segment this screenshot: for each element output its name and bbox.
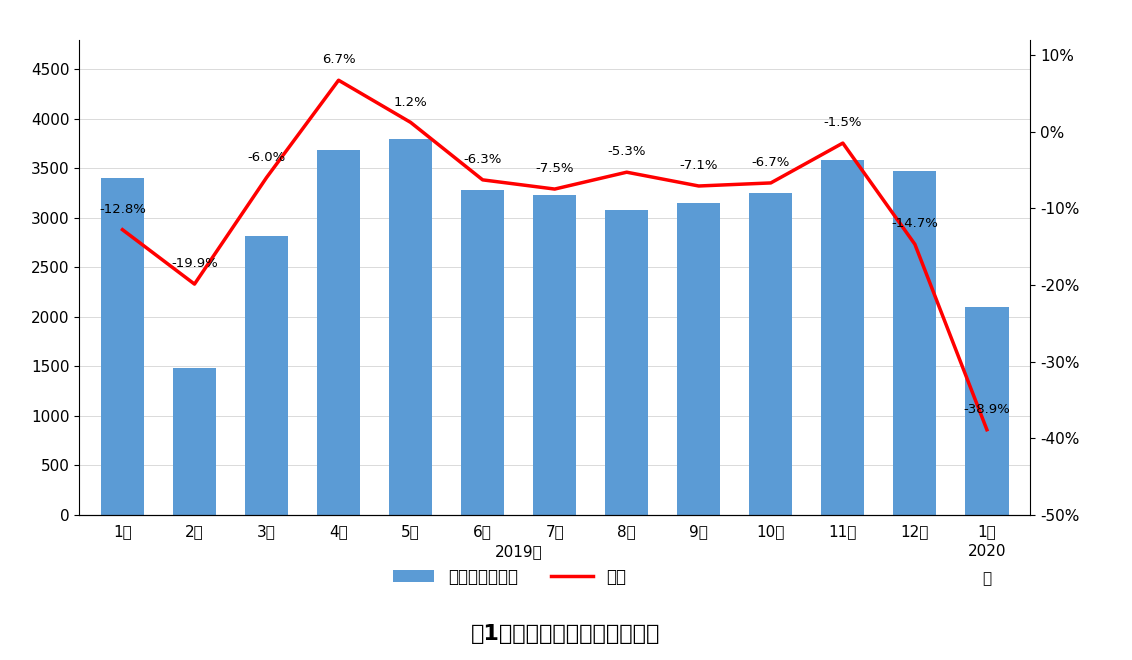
Bar [677,203,720,515]
Text: 图1：国内手机市场出货量情况: 图1：国内手机市场出货量情况 [471,624,661,644]
Bar [966,307,1009,515]
Text: -6.3%: -6.3% [463,153,501,166]
Text: 1.2%: 1.2% [394,96,428,109]
Bar [461,190,504,515]
Text: 年: 年 [983,571,992,586]
Bar [317,150,360,515]
Bar [821,160,865,515]
Text: -6.7%: -6.7% [752,156,790,169]
Text: 2019年: 2019年 [495,544,542,560]
Text: -1.5%: -1.5% [824,116,863,129]
Text: 2020: 2020 [968,544,1006,560]
Text: -5.3%: -5.3% [608,145,646,158]
Bar [533,195,576,515]
Text: -19.9%: -19.9% [171,257,217,271]
Bar [173,368,216,515]
Text: -38.9%: -38.9% [963,403,1010,416]
Text: 6.7%: 6.7% [321,53,355,67]
Text: -14.7%: -14.7% [891,217,938,230]
Bar [389,139,432,515]
Bar [893,171,936,515]
Bar [606,210,649,515]
Text: -12.8%: -12.8% [98,203,146,216]
Legend: 出货量（万部）, 同比: 出货量（万部）, 同比 [386,561,633,592]
Bar [245,236,289,515]
Text: -7.1%: -7.1% [679,159,718,172]
Text: -7.5%: -7.5% [535,162,574,176]
Bar [101,178,144,515]
Bar [749,193,792,515]
Text: -6.0%: -6.0% [248,150,285,164]
